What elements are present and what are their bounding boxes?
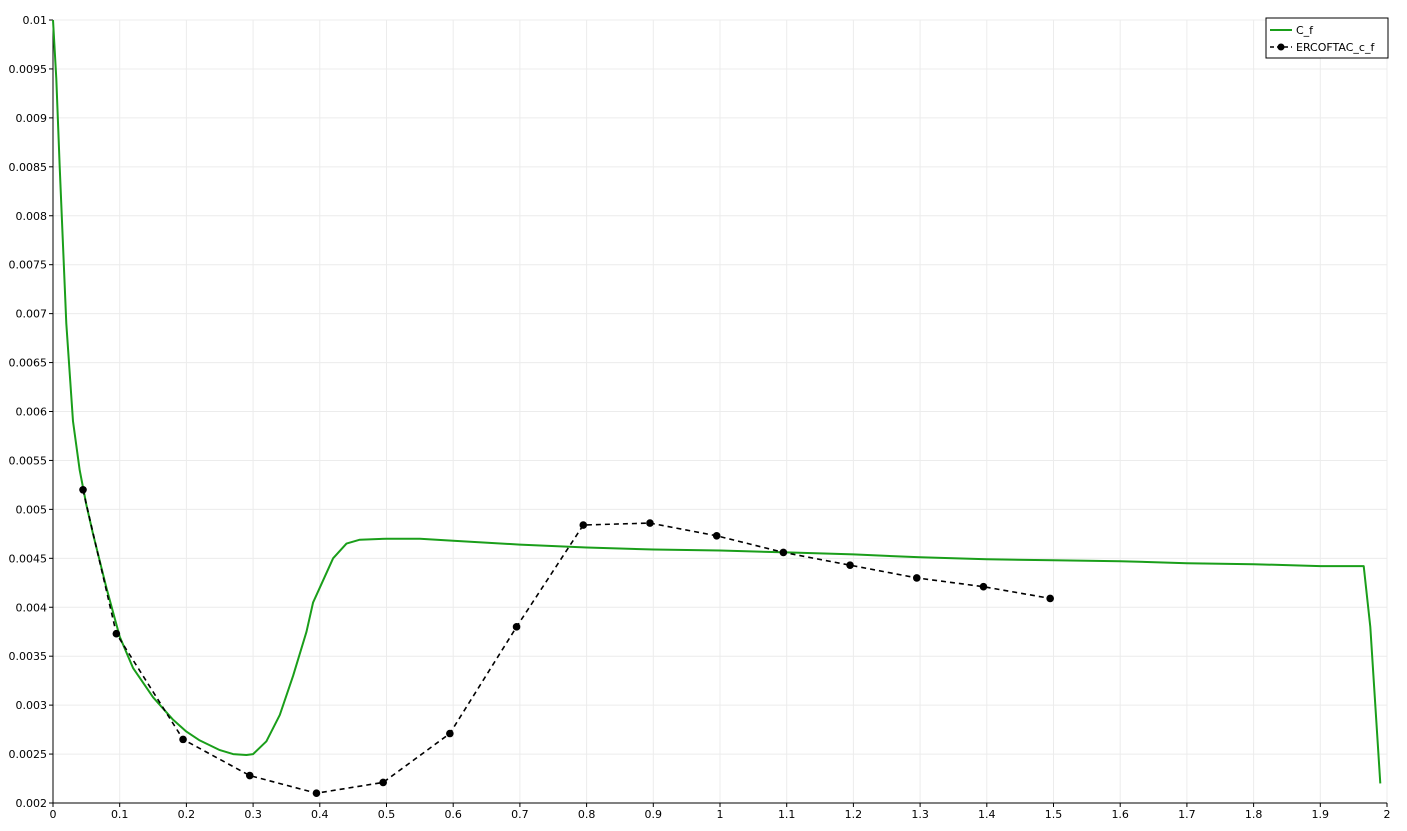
tick-labels: 0 0.1 0.2 0.3 0.4 0.5 0.6 0.7 0.8 0.9 1 1.1 1.2 1.3 1.… xyxy=(9,14,1391,821)
x-tick-label: 1.7 xyxy=(1178,808,1196,821)
data-point xyxy=(979,582,988,591)
data-point xyxy=(179,735,187,744)
series-layer xyxy=(52,19,1382,798)
series-line-c-f xyxy=(52,19,1382,784)
x-tick-label: 1.3 xyxy=(911,808,929,821)
y-tick-label: 0.009 xyxy=(16,112,48,125)
x-tick-label: 1 xyxy=(717,808,724,821)
y-tick-label: 0.0045 xyxy=(9,552,48,565)
y-tick-label: 0.0095 xyxy=(9,63,48,76)
data-point xyxy=(245,771,254,780)
data-point xyxy=(846,561,854,569)
data-point xyxy=(579,521,588,529)
y-tick-label: 0.0085 xyxy=(9,161,48,174)
y-tick-label: 0.006 xyxy=(16,406,48,419)
y-tick-label: 0.007 xyxy=(16,308,48,321)
x-tick-label: 1.1 xyxy=(778,808,796,821)
x-tick-label: 0.1 xyxy=(111,808,129,821)
x-tick-label: 0.2 xyxy=(178,808,196,821)
y-tick-label: 0.005 xyxy=(16,503,48,516)
x-tick-label: 0.5 xyxy=(378,808,396,821)
y-tick-label: 0.0025 xyxy=(9,748,48,761)
data-point xyxy=(712,532,721,540)
data-point xyxy=(1046,594,1054,603)
legend-label-ercoftac: ERCOFTAC_c_f xyxy=(1296,41,1375,54)
x-tick-label: 1.8 xyxy=(1245,808,1263,821)
x-tick-label: 0.6 xyxy=(444,808,462,821)
data-point xyxy=(512,623,521,631)
x-tick-label: 1.2 xyxy=(845,808,863,821)
grid-lines xyxy=(52,19,1388,804)
data-point xyxy=(79,486,87,494)
y-tick-label: 0.0075 xyxy=(9,259,48,272)
x-tick-label: 0.9 xyxy=(645,808,663,821)
y-tick-label: 0.0055 xyxy=(9,454,48,467)
x-tick-label: 1.6 xyxy=(1111,808,1129,821)
x-tick-label: 1.9 xyxy=(1312,808,1330,821)
x-tick-label: 2 xyxy=(1384,808,1391,821)
y-tick-label: 0.004 xyxy=(16,601,48,614)
y-tick-label: 0.01 xyxy=(23,14,48,27)
y-tick-label: 0.003 xyxy=(16,699,48,712)
data-point xyxy=(112,629,121,638)
legend-label-c-f: C_f xyxy=(1296,24,1314,37)
data-point xyxy=(379,778,387,787)
y-tick-label: 0.002 xyxy=(16,797,48,810)
legend-marker-ercoftac xyxy=(1277,43,1285,51)
x-tick-label: 1.5 xyxy=(1045,808,1063,821)
data-point xyxy=(779,548,788,557)
x-tick-label: 0.7 xyxy=(511,808,529,821)
legend-box xyxy=(1265,17,1389,59)
x-tick-label: 1.4 xyxy=(978,808,996,821)
y-tick-label: 0.0035 xyxy=(9,650,48,663)
y-tick-label: 0.0065 xyxy=(9,357,48,370)
axes xyxy=(49,19,1388,807)
x-tick-label: 0.3 xyxy=(244,808,262,821)
series-line-ercoftac-c-f xyxy=(82,489,1051,795)
legend: C_f ERCOFTAC_c_f xyxy=(1265,17,1389,59)
data-point xyxy=(312,789,321,798)
data-point xyxy=(646,519,654,527)
y-tick-label: 0.008 xyxy=(16,210,48,223)
data-point xyxy=(912,574,921,582)
x-tick-label: 0.4 xyxy=(311,808,329,821)
x-tick-label: 0.8 xyxy=(578,808,596,821)
data-point xyxy=(446,729,454,738)
x-tick-label: 0 xyxy=(50,808,57,821)
